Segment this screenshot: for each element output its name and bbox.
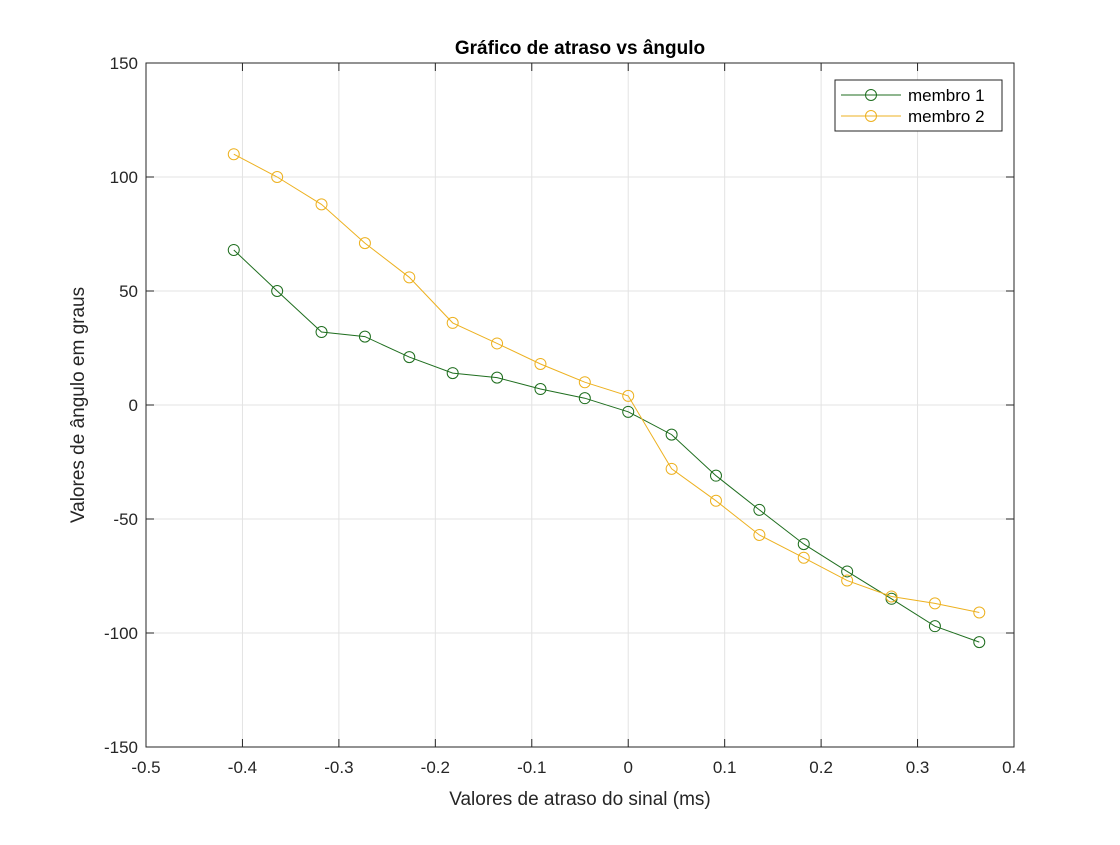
y-tick-label: 150 [110, 54, 138, 73]
data-point [797, 538, 810, 551]
data-point [753, 528, 766, 541]
series-line [233, 249, 980, 643]
data-point [841, 565, 854, 578]
legend-box [834, 79, 1003, 132]
data-point [665, 462, 678, 475]
y-axis-label: Valores de ângulo em graus [68, 287, 89, 523]
x-tick-label: 0.1 [713, 758, 737, 777]
series-line [233, 153, 980, 613]
data-point [403, 271, 416, 284]
ticks: -0.5 -0.4 -0.3 -0.2 -0.1 0 0.1 0.2 0.3 0.4 -150 -10… [104, 54, 1026, 777]
data-point [928, 620, 941, 633]
data-point [491, 371, 504, 384]
y-tick-label: 100 [110, 168, 138, 187]
x-tick-label: -0.1 [517, 758, 546, 777]
y-tick-label: -150 [104, 738, 138, 757]
series-2 [227, 148, 986, 619]
y-tick-label: -50 [113, 510, 138, 529]
x-tick-label: 0 [623, 758, 632, 777]
data-point [753, 503, 766, 516]
data-point [315, 198, 328, 211]
data-point [271, 285, 284, 297]
chart-title: Gráfico de atraso vs ângulo [455, 38, 705, 59]
x-tick-label: 0.2 [809, 758, 833, 777]
data-point [534, 357, 547, 370]
data-point [271, 171, 284, 183]
data-point [622, 405, 635, 418]
data-point [227, 243, 240, 256]
data-point [928, 597, 941, 610]
legend-item: membro 1 [841, 86, 985, 105]
x-tick-label: -0.5 [131, 758, 160, 777]
data-point [578, 376, 591, 389]
legend-label: membro 2 [908, 107, 985, 126]
data-point [227, 148, 240, 161]
x-tick-label: 0.3 [906, 758, 930, 777]
legend-marker [865, 110, 877, 122]
data-point [358, 237, 371, 250]
data-point [841, 574, 854, 587]
data-point [315, 326, 328, 339]
data-point [885, 590, 898, 603]
data-point [358, 330, 371, 343]
x-tick-label: 0.4 [1002, 758, 1026, 777]
data-point [534, 383, 547, 396]
data-point [446, 316, 459, 329]
x-axis-label: Valores de atraso do sinal (ms) [449, 789, 711, 810]
data-point [403, 351, 416, 364]
data-point [491, 337, 504, 350]
y-tick-label: 50 [119, 282, 138, 301]
data-point [446, 367, 459, 380]
series-1 [227, 243, 986, 649]
data-point [973, 636, 986, 649]
data-point [709, 494, 722, 507]
x-tick-label: -0.4 [228, 758, 257, 777]
data-point [973, 606, 986, 619]
y-tick-label: -100 [104, 624, 138, 643]
data-point [709, 469, 722, 482]
legend: membro 1 membro 2 [834, 79, 1003, 132]
x-tick-label: -0.3 [324, 758, 353, 777]
legend-marker [865, 89, 877, 101]
legend-item: membro 2 [841, 107, 985, 126]
data-point [797, 551, 810, 564]
y-tick-label: 0 [129, 396, 138, 415]
data-point [665, 428, 678, 441]
data-point [622, 389, 635, 402]
legend-label: membro 1 [908, 86, 985, 105]
x-tick-label: -0.2 [421, 758, 450, 777]
data-point [578, 392, 591, 405]
